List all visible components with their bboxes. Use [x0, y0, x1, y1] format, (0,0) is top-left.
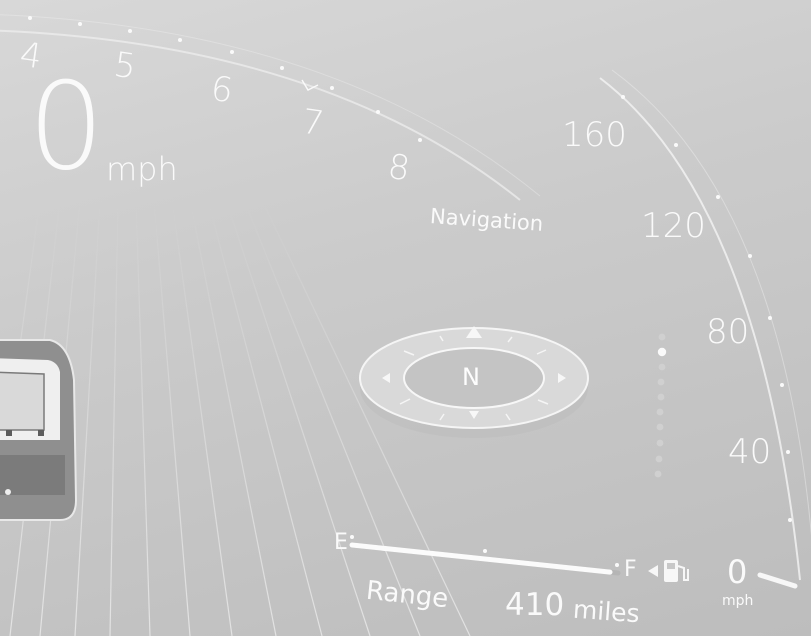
compass-ring [359, 326, 589, 438]
digital-speed-value: 0 [28, 58, 105, 197]
needle-speed-value: 0 [727, 553, 748, 591]
fuel-empty-label: E [334, 530, 348, 555]
speed-needle [757, 572, 798, 589]
speed-tick-120: 120 [641, 206, 706, 246]
speed-tick-40: 40 [728, 432, 772, 472]
digital-speed-unit: mph [106, 150, 178, 188]
fuel-gauge [349, 535, 621, 576]
fuel-pump-icon [648, 560, 689, 582]
range-unit: miles [572, 594, 641, 629]
compass-heading: N [462, 363, 480, 391]
dot-indicator [654, 333, 667, 478]
car-icon [0, 339, 78, 521]
range-value: 410 [505, 587, 565, 623]
speed-tick-80: 80 [706, 312, 750, 352]
tachometer-arc [0, 14, 541, 201]
fuel-full-label: F [624, 557, 637, 582]
needle-speed-unit: mph [722, 593, 754, 609]
speed-tick-160: 160 [562, 115, 627, 155]
speedometer-arc [599, 69, 811, 581]
